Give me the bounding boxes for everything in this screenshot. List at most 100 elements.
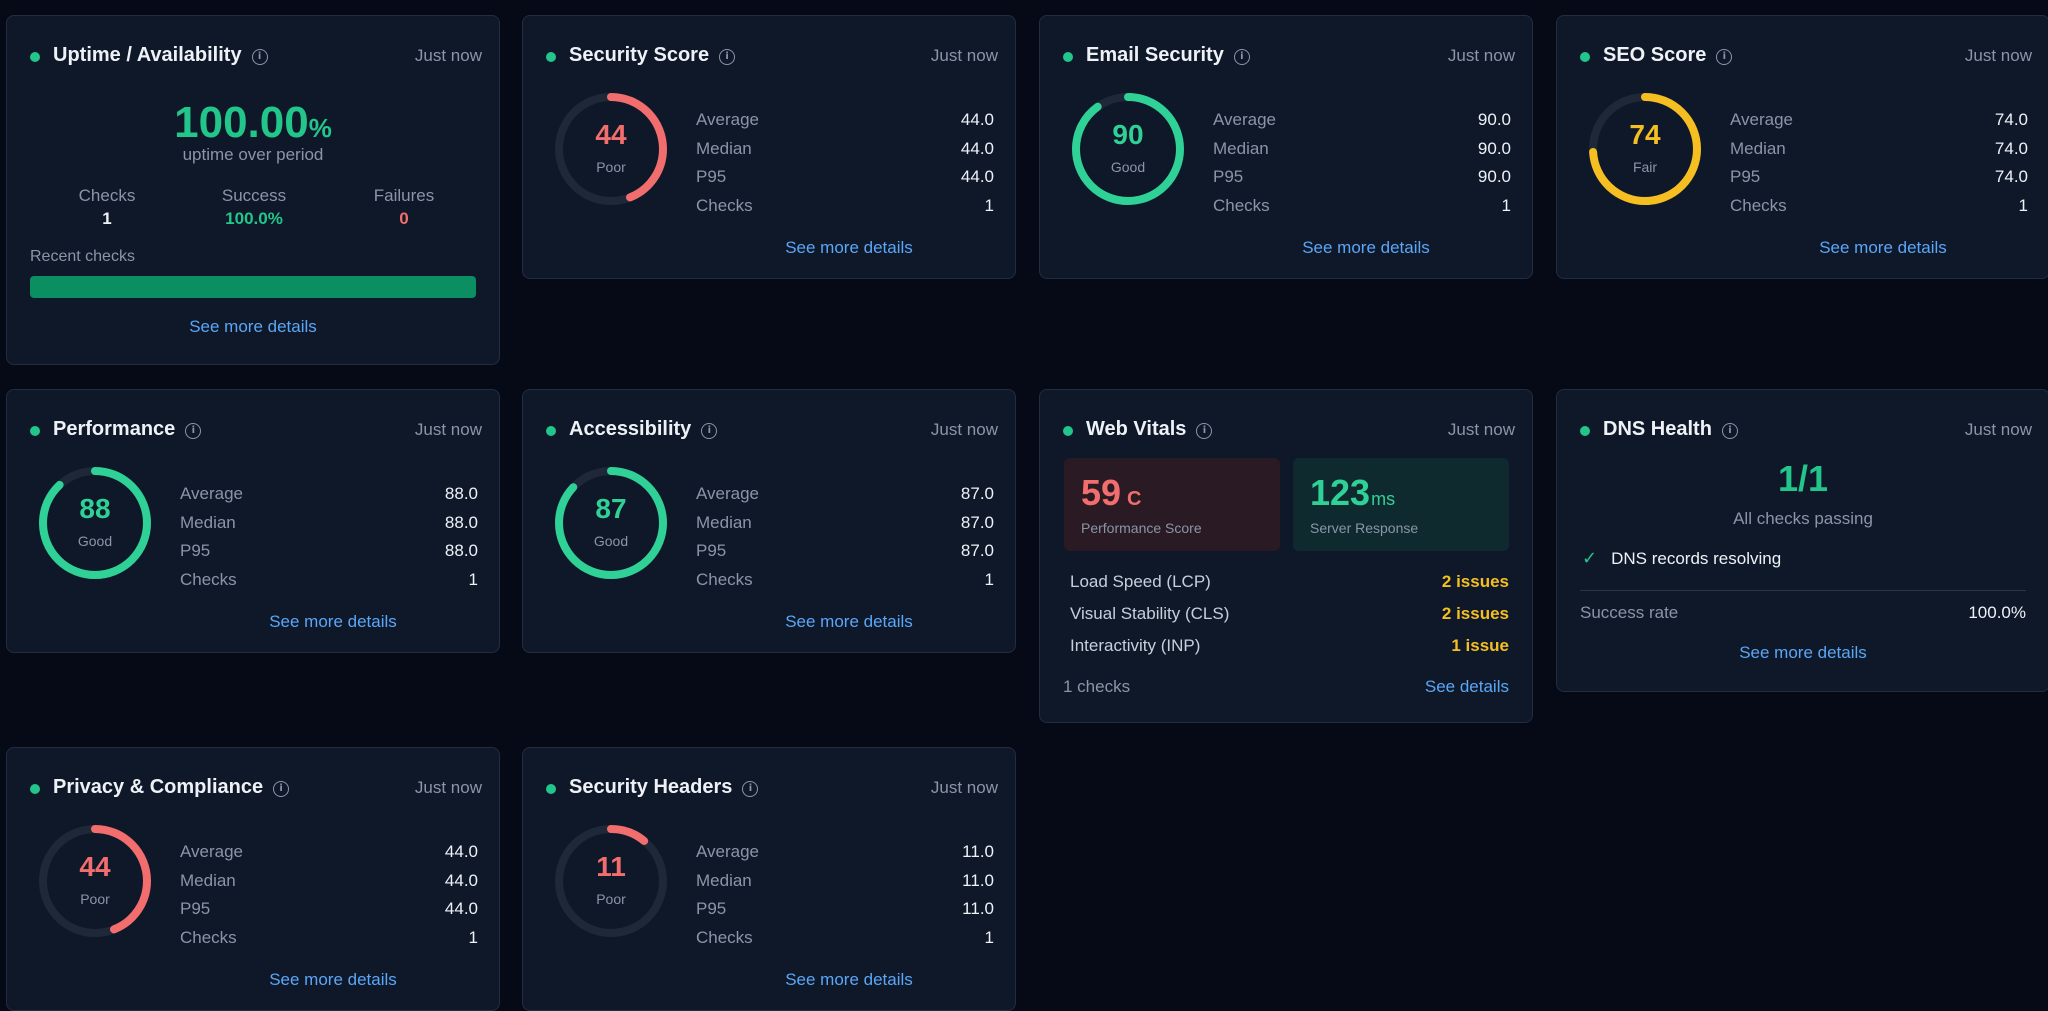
server-response-box: 123ms Server Response: [1293, 458, 1509, 551]
privacy-compliance-card: Privacy & Compliance i Just now 44 Poor A…: [6, 747, 500, 1011]
vital-row-cls[interactable]: Visual Stability (CLS) 2 issues: [1070, 604, 1509, 632]
security-headers-card: Security Headers i Just now 11 Poor Avera…: [522, 747, 1016, 1011]
card-header: SEO Score i Just now: [1557, 42, 2048, 72]
card-time: Just now: [1964, 420, 2032, 439]
stat-median: Median 88.0: [180, 509, 478, 538]
card-title: Web Vitals i: [1086, 418, 1213, 441]
card-time: Just now: [930, 420, 998, 439]
stat-value: 87.0: [960, 484, 994, 503]
info-icon[interactable]: i: [1721, 423, 1738, 439]
see-details-link[interactable]: See details: [1424, 677, 1509, 696]
card-time: Just now: [1964, 46, 2032, 65]
gauge-arc: [1072, 93, 1184, 205]
info-icon[interactable]: i: [701, 423, 718, 439]
info-icon[interactable]: i: [1233, 49, 1250, 65]
stat-label: Checks: [1213, 196, 1270, 216]
checks-value: 1: [102, 209, 112, 228]
dns-health-card: DNS Health i Just now 1/1 All checks pass…: [1556, 389, 2048, 692]
card-title: SEO Score i: [1603, 44, 1733, 67]
stat-p95: P95 44.0: [180, 895, 478, 924]
stat-label: Average: [696, 110, 760, 129]
card-title-text: Security Headers: [569, 776, 733, 798]
stat-value: 1: [984, 196, 994, 216]
stat-p95: P95 74.0: [1730, 163, 2028, 192]
stat-label: Checks: [696, 570, 753, 590]
stat-value: 90.0: [1477, 138, 1511, 158]
stat-label: Median: [180, 870, 236, 890]
card-title: Privacy & Compliance i: [53, 776, 290, 799]
card-title: Security Score i: [569, 44, 736, 67]
score-gauge: 87 Good: [553, 465, 669, 581]
info-icon[interactable]: i: [185, 423, 202, 439]
score-gauge: 88 Good: [37, 465, 153, 581]
vital-issues: 2 issues: [1441, 604, 1509, 623]
stat-label: Median: [1213, 138, 1269, 158]
score-gauge: 44 Poor: [553, 91, 669, 207]
info-icon[interactable]: i: [742, 781, 759, 797]
stat-label: P95: [696, 541, 727, 561]
performance-score: 59 C: [1081, 472, 1142, 514]
status-dot: [30, 426, 40, 436]
failures-stat: Failures 0: [334, 186, 474, 229]
info-icon[interactable]: i: [719, 49, 736, 65]
gauge-score: 11: [596, 851, 626, 882]
stat-checks: Checks 1: [1213, 192, 1511, 221]
vital-issues: 2 issues: [1441, 572, 1509, 591]
seo-score-card: SEO Score i Just now 74 Fair Average 74.0 …: [1556, 15, 2048, 279]
stat-average: Average 88.0: [180, 480, 478, 509]
server-response-label: Server Response: [1310, 520, 1419, 536]
vital-row-lcp[interactable]: Load Speed (LCP) 2 issues: [1070, 572, 1509, 600]
see-more-details-link[interactable]: See more details: [785, 612, 913, 631]
dns-subtitle: All checks passing: [1733, 509, 1873, 528]
stat-value: 44.0: [444, 899, 478, 919]
stat-label: Average: [180, 484, 244, 503]
gauge-arc: [39, 825, 151, 937]
see-more-details-link[interactable]: See more details: [785, 970, 913, 989]
gauge-rating: Poor: [80, 891, 110, 907]
score-gauge: 44 Poor: [37, 823, 153, 939]
stat-value: 88.0: [444, 512, 478, 532]
stat-label: P95: [180, 899, 211, 919]
stat-checks: Checks 1: [696, 924, 994, 953]
info-icon[interactable]: i: [1196, 423, 1213, 439]
card-title-text: Performance: [53, 418, 176, 440]
stats-list: Average 11.0 Median 11.0 P95 11.0 Checks 1: [696, 838, 994, 953]
uptime-card: Uptime / Availability i Just now 100.00% …: [6, 15, 500, 365]
gauge-score: 44: [595, 119, 627, 150]
stat-p95: P95 44.0: [696, 163, 994, 192]
stat-value: 1: [468, 928, 478, 948]
see-more-details-link[interactable]: See more details: [1302, 238, 1430, 257]
stat-label: Checks: [180, 928, 237, 948]
stat-average: Average 74.0: [1730, 106, 2028, 135]
gauge-score: 74: [1629, 119, 1661, 150]
stat-value: 44.0: [960, 110, 994, 129]
gauge-score: 44: [79, 851, 111, 882]
info-icon[interactable]: i: [251, 49, 268, 65]
stat-value: 74.0: [1994, 138, 2028, 158]
see-more-details-link[interactable]: See more details: [785, 238, 913, 257]
see-more-details-link[interactable]: See more details: [269, 612, 397, 631]
stat-label: P95: [696, 167, 727, 187]
stat-label: Checks: [180, 570, 237, 590]
stat-label: Checks: [696, 928, 753, 948]
stat-median: Median 44.0: [180, 867, 478, 896]
stat-value: 1: [984, 570, 994, 590]
card-title: Accessibility i: [569, 418, 718, 441]
stat-value: 44.0: [960, 138, 994, 158]
card-title-text: DNS Health: [1603, 418, 1712, 440]
info-icon[interactable]: i: [273, 781, 290, 797]
stat-label: Median: [180, 512, 236, 532]
gauge-ring: [555, 825, 667, 937]
see-more-details-link[interactable]: See more details: [269, 970, 397, 989]
info-icon[interactable]: i: [1716, 49, 1733, 65]
see-more-details-link[interactable]: See more details: [189, 317, 317, 336]
see-more-details-link[interactable]: See more details: [1739, 643, 1867, 662]
card-title-text: Privacy & Compliance: [53, 776, 264, 798]
gauge-rating: Poor: [596, 891, 626, 907]
success-rate-label: Success rate: [1580, 603, 1679, 622]
status-dot: [1063, 52, 1073, 62]
stat-label: Checks: [1730, 196, 1787, 216]
vital-row-inp[interactable]: Interactivity (INP) 1 issue: [1070, 636, 1509, 664]
status-dot: [546, 52, 556, 62]
see-more-details-link[interactable]: See more details: [1819, 238, 1947, 257]
